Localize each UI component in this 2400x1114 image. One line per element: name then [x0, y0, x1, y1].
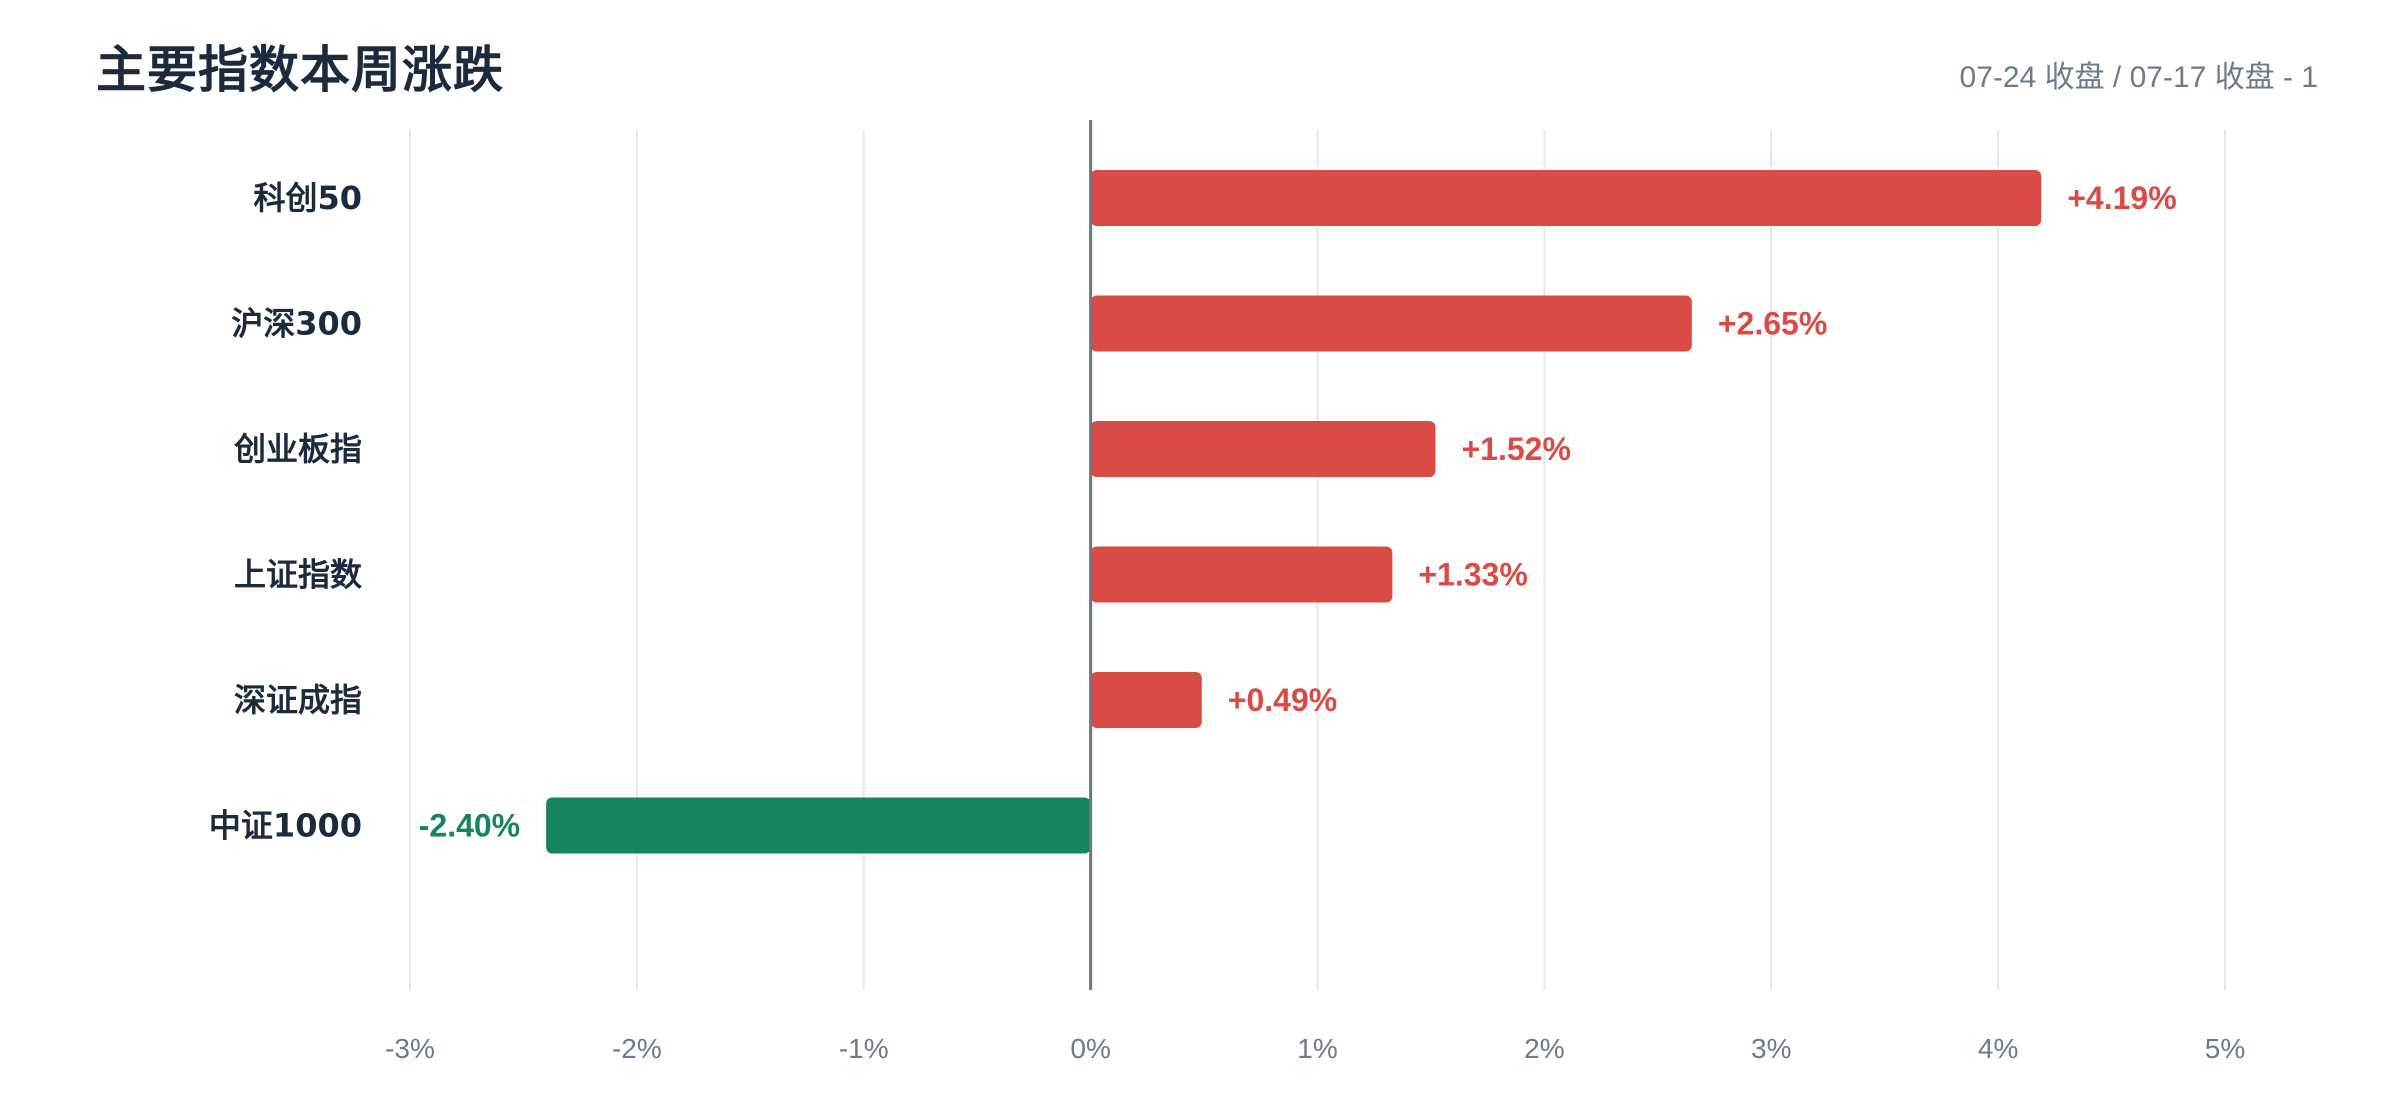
x-tick-label: 5% — [2205, 1033, 2245, 1064]
bar — [1090, 295, 1692, 352]
category-label: 科创50 — [253, 179, 362, 217]
category-label: 中证1000 — [209, 807, 362, 845]
category-label: 上证指数 — [234, 556, 363, 594]
bar — [1090, 421, 1436, 477]
value-label: +2.65% — [1718, 306, 1827, 342]
x-tick-label: 0% — [1070, 1033, 1110, 1064]
bar — [1090, 170, 2042, 226]
chart-subtitle: 07-24 收盘 / 07-17 收盘 - 1 — [1959, 61, 2318, 94]
x-tick-label: 4% — [1978, 1033, 2018, 1064]
x-tick-label: 3% — [1751, 1033, 1791, 1064]
grid-lines — [409, 130, 2226, 990]
value-label: +0.49% — [1228, 682, 1337, 718]
x-tick-label: 1% — [1297, 1033, 1337, 1064]
x-tick-label: -3% — [385, 1033, 435, 1064]
value-label: +4.19% — [2067, 180, 2176, 216]
bar — [1090, 546, 1393, 603]
bars — [546, 170, 2042, 854]
chart-title: 主要指数本周涨跌 — [96, 41, 504, 99]
bar — [1090, 672, 1202, 728]
x-tick-label: -2% — [612, 1033, 662, 1064]
x-tick-label: -1% — [839, 1033, 889, 1064]
labels: 科创50 +4.19% 沪深300 +2.65% 创业板指 +1.52% 上证指数 +1.33… — [209, 179, 2177, 845]
category-label: 深证成指 — [234, 681, 362, 719]
value-label: -2.40% — [419, 808, 520, 844]
category-label: 创业板指 — [233, 430, 362, 468]
bar — [546, 797, 1091, 854]
value-label: +1.52% — [1461, 431, 1570, 467]
x-tick-label: 2% — [1524, 1033, 1564, 1064]
category-label: 沪深300 — [231, 305, 362, 343]
x-axis-ticks: -3% -2% -1% 0% 1% 2% 3% 4% 5% — [385, 1033, 2245, 1064]
value-label: +1.33% — [1418, 557, 1527, 593]
